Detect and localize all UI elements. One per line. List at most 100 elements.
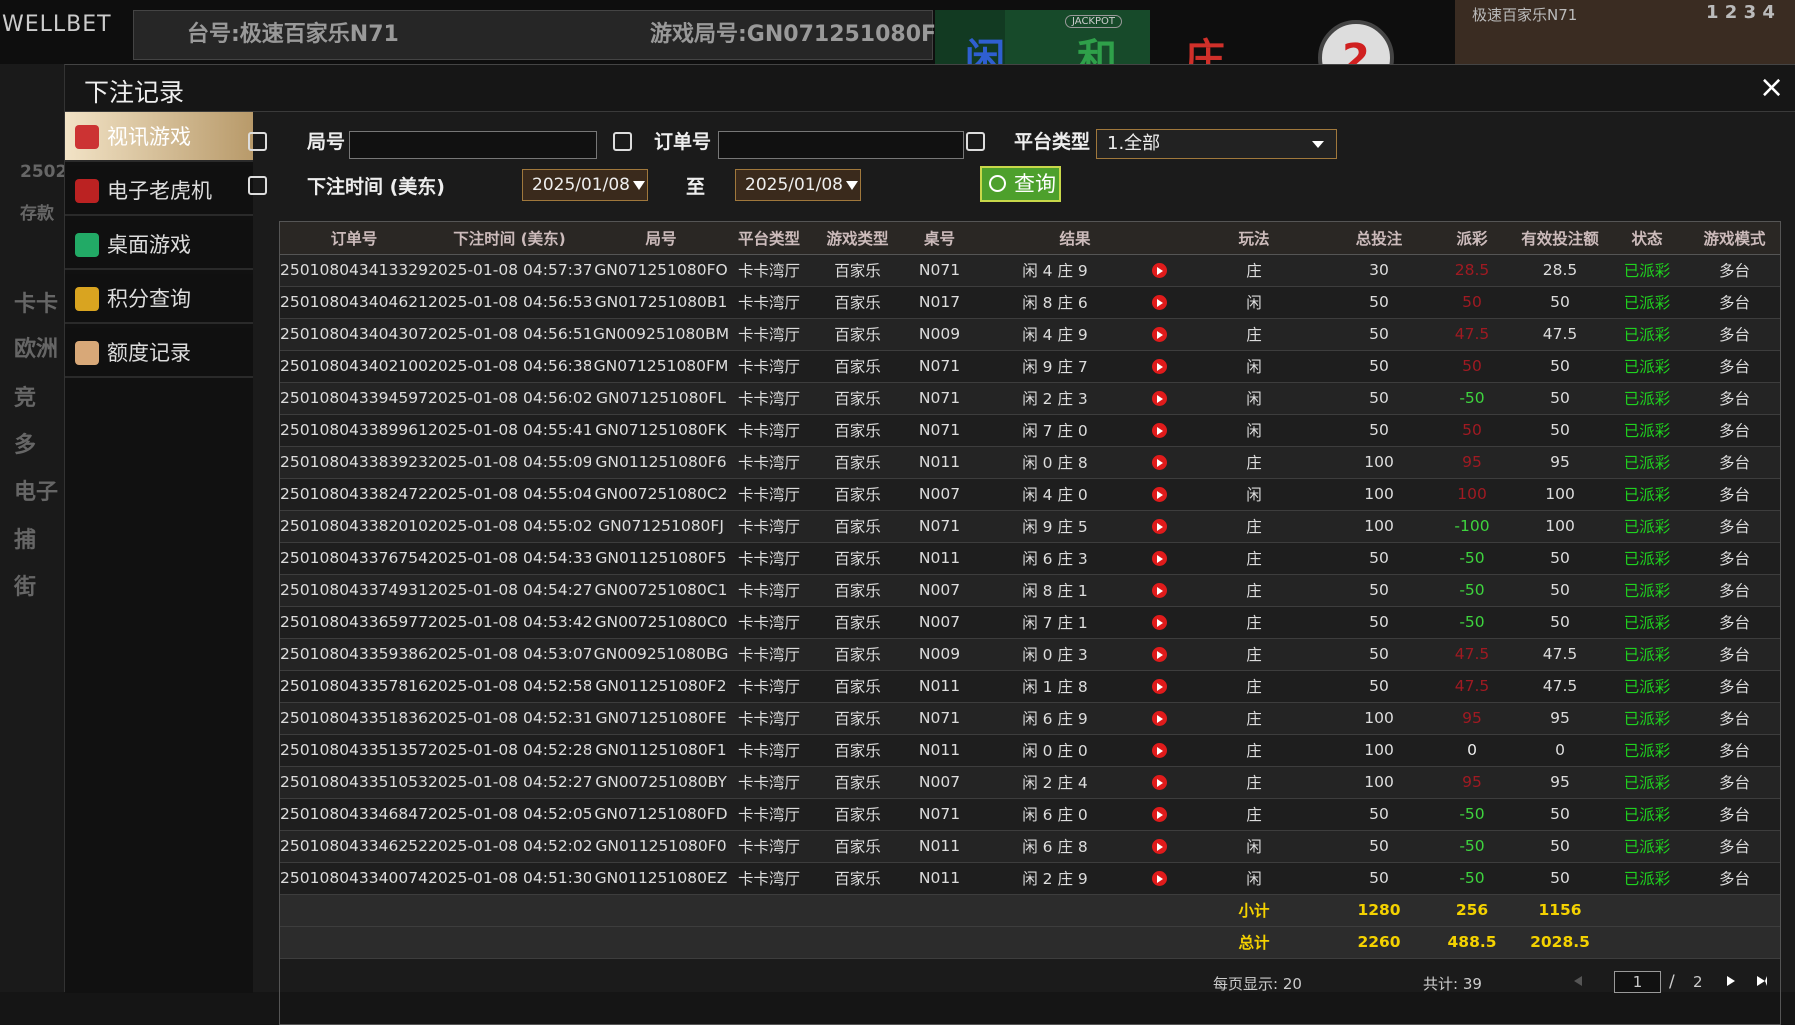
sidebar-item[interactable]: 电子老虎机 <box>65 166 253 216</box>
total-cell: 2260 <box>1329 926 1430 959</box>
table-cell: 闲 <box>1179 862 1330 895</box>
table-cell: 闲 2 庄 9 <box>971 862 1139 895</box>
table-cell: 2025-01-08 04:55:41 <box>428 414 591 447</box>
table-cell: 100 <box>1515 478 1606 511</box>
sidebar-label: 电子老虎机 <box>107 179 212 203</box>
replay-icon[interactable] <box>1151 839 1167 854</box>
last-page[interactable] <box>1757 976 1767 986</box>
sidebar-item[interactable]: 桌面游戏 <box>65 220 253 270</box>
table-cell: 百家乐 <box>807 414 908 447</box>
replay-icon[interactable] <box>1151 743 1167 758</box>
table-cell: 百家乐 <box>807 478 908 511</box>
replay-cell <box>1139 734 1180 767</box>
replay-cell <box>1139 574 1180 607</box>
replay-icon[interactable] <box>1151 551 1167 566</box>
sidebar-item[interactable]: 视讯游戏 <box>65 112 253 162</box>
replay-icon[interactable] <box>1151 263 1167 278</box>
table-row: 250108043351836 2025-01-08 04:52:31 GN0712… <box>280 702 1781 735</box>
table-cell: 百家乐 <box>807 286 908 319</box>
replay-icon[interactable] <box>1151 519 1167 534</box>
round-label: 游戏局号:GN071251080FT <box>650 22 952 47</box>
side-text: 2502 <box>20 162 68 182</box>
replay-cell <box>1139 542 1180 575</box>
table-label: 台号:极速百家乐N71 <box>187 22 399 47</box>
round-input[interactable] <box>349 131 597 159</box>
replay-icon[interactable] <box>1151 327 1167 342</box>
road-cell <box>1005 10 1150 64</box>
replay-icon[interactable] <box>1151 455 1167 470</box>
next-page[interactable] <box>1727 976 1735 986</box>
table-cell: N011 <box>908 446 971 479</box>
replay-icon[interactable] <box>1151 871 1167 886</box>
sidebar-icon <box>75 341 99 365</box>
jackpot: JACKPOT <box>1065 15 1122 28</box>
replay-icon[interactable] <box>1151 615 1167 630</box>
replay-icon[interactable] <box>1151 423 1167 438</box>
date-from[interactable]: 2025/01/08 <box>522 169 648 201</box>
table-cell: 多台 <box>1689 574 1781 607</box>
table-cell: GN007251080BY <box>591 766 731 799</box>
table-cell: 闲 6 庄 9 <box>971 702 1139 735</box>
page-input[interactable]: 1 <box>1614 971 1661 993</box>
table-row: 250108043346847 2025-01-08 04:52:05 GN0712… <box>280 798 1781 831</box>
road-cell <box>935 10 1005 64</box>
dealer-video <box>1455 0 1795 64</box>
replay-icon[interactable] <box>1151 359 1167 374</box>
query-text: 查询 <box>1014 172 1056 196</box>
table-cell: 已派彩 <box>1605 702 1690 735</box>
table-cell: GN071251080FJ <box>591 510 731 543</box>
table-cell: 百家乐 <box>807 254 908 287</box>
table-cell: 95 <box>1515 446 1606 479</box>
sidebar-item[interactable]: 积分查询 <box>65 274 253 324</box>
table-cell: 50 <box>1329 542 1430 575</box>
table-row: 250108043402100 2025-01-08 04:56:38 GN0712… <box>280 350 1781 383</box>
replay-icon[interactable] <box>1151 487 1167 502</box>
platform-select[interactable]: 1.全部 <box>1096 129 1337 159</box>
table-cell: 卡卡湾厅 <box>731 734 807 767</box>
replay-icon[interactable] <box>1151 295 1167 310</box>
table-cell: 闲 9 庄 5 <box>971 510 1139 543</box>
table-cell: 百家乐 <box>807 542 908 575</box>
table-cell: 2025-01-08 04:52:05 <box>428 798 591 831</box>
close-button[interactable]: × <box>1759 70 1785 105</box>
table-header: 订单号 下注时间 (美东) 局号 平台类型 游戏类型 桌号 结果 玩法 总投注 派彩 有效投注额 状态… <box>280 222 1781 255</box>
table-cell: 47.5 <box>1429 318 1516 351</box>
table-cell: 卡卡湾厅 <box>731 702 807 735</box>
replay-cell <box>1139 318 1180 351</box>
table-cell: 闲 <box>1179 382 1330 415</box>
replay-icon[interactable] <box>1151 391 1167 406</box>
table-cell: 47.5 <box>1515 670 1606 703</box>
subtotal-row: 小计 1280 256 1156 <box>280 894 1781 927</box>
table-cell: 卡卡湾厅 <box>731 510 807 543</box>
prev-page[interactable] <box>1574 976 1582 986</box>
table-cell: 多台 <box>1689 606 1781 639</box>
table-cell: 2025-01-08 04:53:42 <box>428 606 591 639</box>
table-cell: GN011251080F2 <box>591 670 731 703</box>
pagination: 每页显示: 20 共计: 39 1 / 2 <box>65 970 1795 993</box>
date-from-text: 2025/01/08 <box>532 175 630 195</box>
filter-icon <box>248 176 267 195</box>
replay-icon[interactable] <box>1151 647 1167 662</box>
table-cell: 庄 <box>1179 510 1330 543</box>
table-cell: 已派彩 <box>1605 254 1690 287</box>
table-row: 250108043413329 2025-01-08 04:57:37 GN0712… <box>280 254 1781 287</box>
table-cell: -50 <box>1429 798 1516 831</box>
sidebar-item[interactable]: 额度记录 <box>65 328 253 378</box>
replay-icon[interactable] <box>1151 711 1167 726</box>
table-cell: 已派彩 <box>1605 414 1690 447</box>
table-cell: 250108043413329 <box>280 254 428 287</box>
table-cell: 2025-01-08 04:55:02 <box>428 510 591 543</box>
table-cell: N011 <box>908 670 971 703</box>
table-body: 250108043413329 2025-01-08 04:57:37 GN0712… <box>280 254 1781 959</box>
replay-cell <box>1139 446 1180 479</box>
replay-icon[interactable] <box>1151 807 1167 822</box>
replay-icon[interactable] <box>1151 775 1167 790</box>
table-cell: GN071251080FE <box>591 702 731 735</box>
sidebar-icon <box>75 179 99 203</box>
replay-icon[interactable] <box>1151 679 1167 694</box>
order-input[interactable] <box>718 131 964 159</box>
replay-icon[interactable] <box>1151 583 1167 598</box>
date-to[interactable]: 2025/01/08 <box>735 169 861 201</box>
query-button[interactable]: 查询 <box>980 166 1061 202</box>
table-cell: 2025-01-08 04:51:30 <box>428 862 591 895</box>
